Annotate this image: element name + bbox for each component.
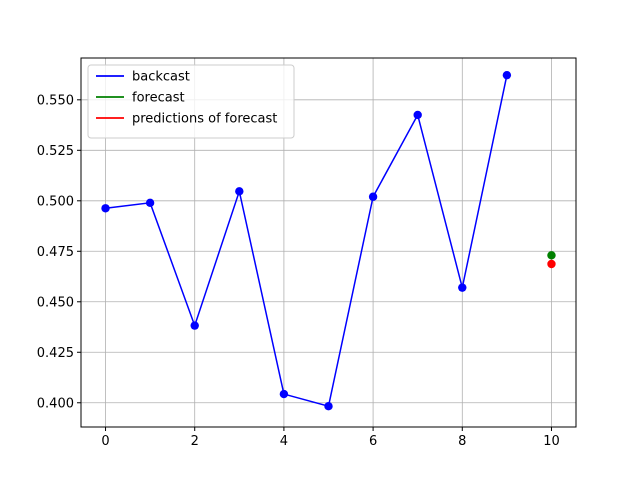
legend-label-forecast: forecast <box>132 91 185 106</box>
x-tick-label: 4 <box>280 434 288 449</box>
forecast-point <box>547 251 556 260</box>
backcast-point <box>101 204 110 213</box>
backcast-point <box>458 283 467 292</box>
y-tick-label: 0.450 <box>37 295 74 310</box>
y-tick-label: 0.525 <box>37 144 74 159</box>
legend-label-backcast: backcast <box>132 70 190 85</box>
backcast-point <box>502 70 512 80</box>
backcast-point <box>145 198 155 208</box>
backcast-line <box>105 75 508 408</box>
x-tick-label: 2 <box>191 434 199 449</box>
x-tick-label: 10 <box>543 434 560 449</box>
legend: backcast forecast predictions of forecast <box>87 64 295 139</box>
y-tick-label: 0.475 <box>37 245 74 260</box>
backcast-point <box>235 187 244 196</box>
ticks: 0 2 4 6 8 10 0.400 0.425 0.450 0.475 0.500 0.525 0.5… <box>37 93 560 449</box>
legend-label-predictions-of-forecast: predictions of forecast <box>132 112 277 127</box>
axes-frame <box>80 57 577 428</box>
backcast-point <box>279 389 289 399</box>
y-tick-label: 0.425 <box>37 346 74 361</box>
x-tick-label: 0 <box>101 434 109 449</box>
backcast-point <box>190 321 199 330</box>
predictions-of-forecast-point <box>547 259 556 269</box>
x-tick-label: 6 <box>369 434 377 449</box>
y-tick-label: 0.550 <box>37 93 74 108</box>
y-tick-label: 0.500 <box>37 194 74 209</box>
y-tick-label: 0.400 <box>37 396 74 411</box>
backcast-point <box>368 192 378 201</box>
backcast-point <box>413 110 422 120</box>
backcast-point <box>324 401 333 411</box>
series-layer <box>101 70 556 411</box>
x-tick-label: 8 <box>458 434 466 449</box>
legend-box <box>87 64 295 139</box>
